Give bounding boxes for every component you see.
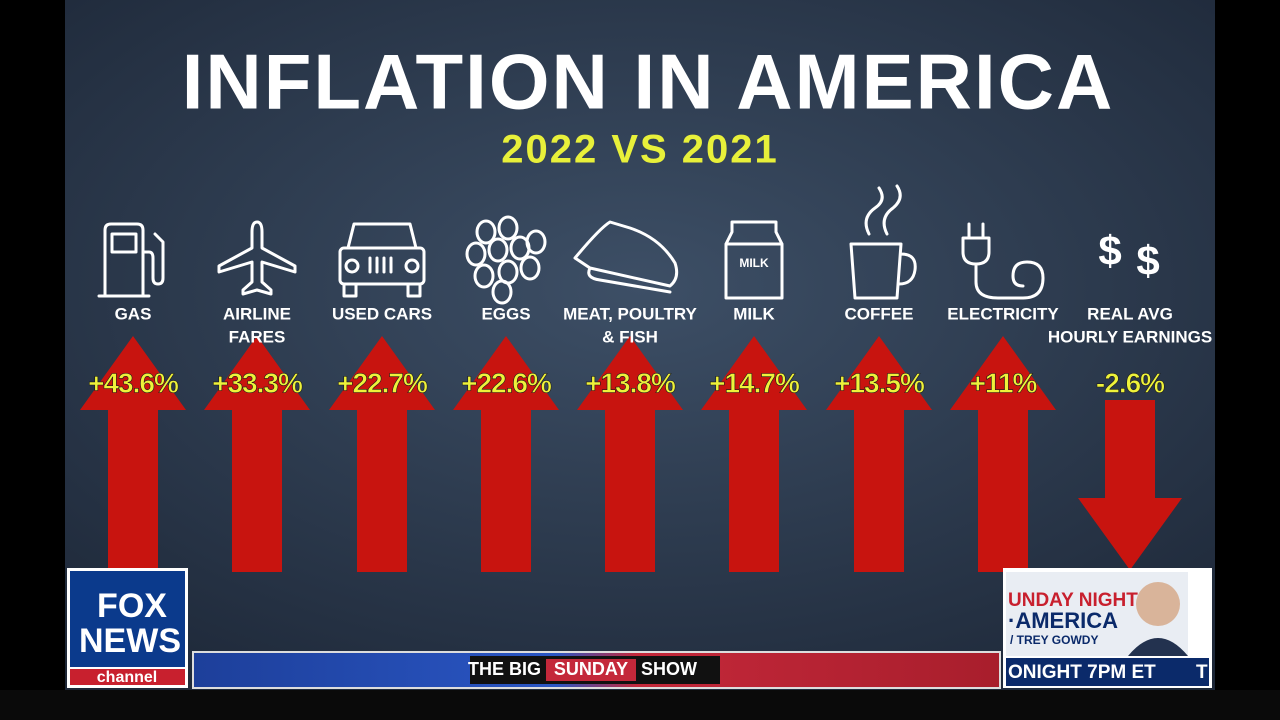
bottom-band	[0, 690, 1280, 720]
icon-line	[724, 220, 784, 300]
item-value: +13.5%	[834, 367, 925, 398]
icon-line	[404, 258, 420, 274]
item-label: USED CARS	[332, 304, 432, 323]
arrow-up	[950, 336, 1056, 572]
item-label: REAL AVG	[1087, 304, 1173, 323]
icon-line	[473, 263, 495, 289]
banner-text: SHOW	[641, 659, 697, 679]
icon-line	[487, 237, 509, 263]
icon-line	[342, 222, 422, 298]
banner-text: THE BIG	[468, 659, 541, 679]
dollar-sign: $	[1136, 237, 1159, 284]
icon	[961, 222, 1045, 300]
arrow-up	[80, 336, 186, 572]
icon-line	[368, 256, 393, 274]
icon-line	[497, 215, 519, 241]
item-label: MEAT, POULTRY	[563, 304, 697, 323]
promo: UNDAY NIGHT ·AMERICA / TREY GOWDY ONIGHT…	[1003, 568, 1212, 688]
fox-logo: FOX NEWS channel	[67, 568, 188, 688]
promo-face	[1136, 582, 1180, 626]
icon-line	[465, 241, 487, 267]
icon	[465, 215, 547, 305]
icon-line	[217, 220, 297, 296]
item-label: MILK	[733, 304, 775, 323]
banner-text: SUNDAY	[554, 659, 628, 679]
arrow-up	[204, 336, 310, 572]
promo-text: UNDAY NIGHT	[1008, 590, 1138, 611]
icon-line	[961, 222, 1045, 300]
icon-line	[97, 222, 151, 298]
item-value: +13.8%	[585, 367, 676, 398]
icon-line	[573, 220, 679, 294]
arrow-up	[453, 336, 559, 572]
icon	[573, 220, 679, 294]
arrow-up	[701, 336, 807, 572]
logo-news: NEWS	[79, 622, 181, 660]
subtitle: 2022 VS 2021	[501, 128, 779, 172]
icon-line	[110, 232, 138, 254]
promo-text: T	[1196, 662, 1208, 683]
logo-box	[70, 571, 185, 667]
dollar-sign: $	[1098, 227, 1121, 274]
icon-line	[519, 255, 541, 281]
icon-line	[141, 232, 165, 286]
arrow-down	[1078, 400, 1182, 570]
item-value: +22.7%	[337, 367, 428, 398]
item-value: -2.6%	[1096, 367, 1165, 398]
icon-line	[525, 229, 547, 255]
icon-line	[491, 279, 513, 305]
item-label: FARES	[229, 327, 286, 346]
icon	[338, 222, 426, 298]
promo-suit	[1128, 638, 1188, 656]
item-label: ELECTRICITY	[947, 304, 1059, 323]
logo-fox: FOX	[97, 587, 167, 625]
item-label: HOURLY EARNINGS	[1048, 327, 1212, 346]
carton-label: MILK	[739, 256, 769, 270]
promo-text: ONIGHT 7PM ET	[1008, 662, 1156, 683]
icon-line	[344, 258, 360, 274]
arrow-up	[826, 336, 932, 572]
pillar-right	[1215, 0, 1280, 720]
logo-channel: channel	[97, 669, 157, 686]
item-value: +43.6%	[88, 367, 179, 398]
promo-text: ·AMERICA	[1008, 608, 1118, 633]
promo-strip	[1006, 658, 1209, 686]
item-label: COFFEE	[845, 304, 914, 323]
item-value: +33.3%	[212, 367, 303, 398]
icon: $ $	[1098, 227, 1159, 284]
arrow-up	[577, 336, 683, 572]
item-value: +11%	[970, 367, 1038, 398]
item-label: AIRLINE	[223, 304, 291, 323]
item-value: +14.7%	[709, 367, 800, 398]
icon-line	[849, 184, 917, 300]
arrow-up	[329, 336, 435, 572]
icon	[217, 220, 297, 296]
item-value: +22.6%	[461, 367, 552, 398]
icon	[849, 184, 917, 300]
logo-strip	[70, 669, 185, 685]
promo-text: / TREY GOWDY	[1010, 633, 1098, 647]
title: INFLATION IN AMERICA	[182, 38, 1115, 126]
icon-line	[475, 219, 497, 245]
icon	[97, 222, 165, 298]
banner-highlight	[546, 659, 636, 681]
icon: MILK	[724, 220, 784, 300]
item-label: & FISH	[602, 327, 658, 346]
pillar-left	[0, 0, 65, 720]
show-banner: THE BIG SUNDAY SHOW	[192, 651, 1001, 689]
item-label: EGGS	[481, 304, 530, 323]
item-label: GAS	[115, 304, 152, 323]
items: GAS +43.6% AIRLINE FARES +33.3% USED CARS +22.…	[80, 184, 1212, 572]
icon-line	[338, 246, 426, 286]
